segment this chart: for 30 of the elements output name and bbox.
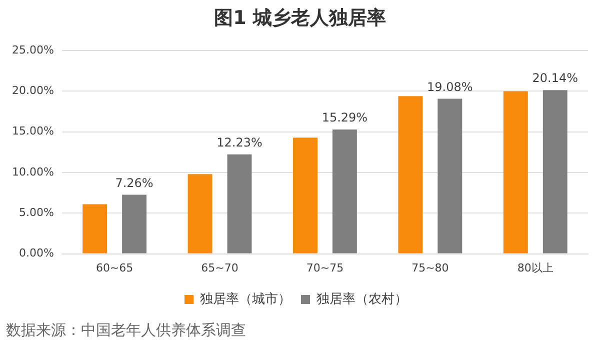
bar <box>82 204 108 254</box>
bar <box>438 98 462 254</box>
x-tick-label: 75~80 <box>412 261 449 274</box>
y-tick-label: 15.00% <box>12 124 54 138</box>
bar <box>503 91 528 254</box>
x-tick-label: 80以上 <box>517 261 554 274</box>
data-label: 7.26% <box>115 176 154 190</box>
x-tick-label: 65~70 <box>201 261 238 274</box>
bar <box>293 138 318 254</box>
y-tick-label: 5.00% <box>18 206 54 220</box>
y-tick-label: 25.00% <box>12 43 54 56</box>
data-label: 19.08% <box>427 80 473 94</box>
y-tick-label: 0.00% <box>18 246 54 260</box>
data-label: 12.23% <box>216 136 262 150</box>
data-label: 20.14% <box>532 71 578 86</box>
bar <box>332 130 357 254</box>
chart-title: 图1 城乡老人独居率 <box>213 6 387 31</box>
legend-label: 独居率（城市） <box>200 290 291 307</box>
data-label: 15.29% <box>322 110 368 125</box>
bar <box>542 90 568 254</box>
x-tick-label: 70~75 <box>306 261 344 274</box>
legend-label: 独居率（农村） <box>316 290 408 307</box>
bar <box>122 194 147 254</box>
x-tick-label: 60~65 <box>96 261 134 274</box>
bar <box>188 174 212 254</box>
y-tick-label: 10.00% <box>12 165 54 178</box>
bar <box>227 154 252 254</box>
source-note: 数据来源：中国老年人供养体系调查 <box>5 320 247 341</box>
y-tick-label: 20.00% <box>12 84 54 98</box>
bar <box>398 96 423 254</box>
